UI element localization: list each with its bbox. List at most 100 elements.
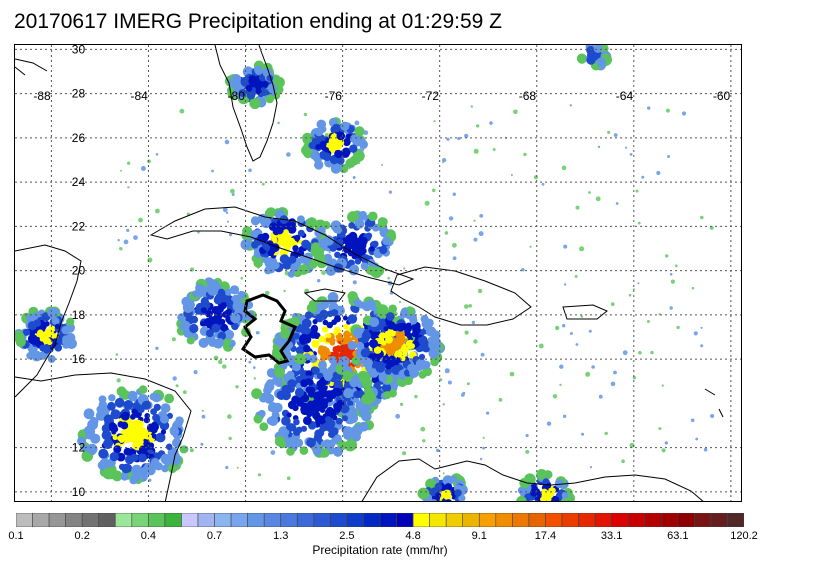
colorbar-tick-label: 120.2 (730, 530, 758, 542)
precip-cell (383, 391, 392, 400)
precip-cell (264, 209, 274, 218)
precip-cell (322, 221, 331, 230)
lon-label: -60 (713, 89, 731, 103)
precip-cell (563, 283, 567, 286)
precip-cell (189, 448, 194, 453)
precip-cell (448, 216, 454, 221)
precip-cell (278, 233, 286, 241)
precip-cell (517, 486, 526, 495)
precip-cell (428, 339, 439, 351)
precip-cell (306, 408, 314, 416)
precip-cell (320, 357, 326, 362)
precip-cell (224, 288, 232, 296)
precip-cell (224, 329, 235, 340)
precip-cell (318, 238, 329, 249)
precip-cell (369, 246, 375, 252)
precip-cell (446, 137, 450, 141)
precip-cell (343, 330, 352, 339)
precip-cell (545, 483, 552, 489)
precip-cell (326, 333, 332, 339)
precip-cell (343, 388, 354, 399)
precip-cell (351, 356, 360, 365)
precip-cell (119, 247, 123, 251)
precip-cell (347, 314, 358, 324)
colorbar-tick-label: 0.7 (206, 530, 223, 542)
colorbar-swatch (164, 513, 182, 527)
precip-cell (364, 386, 373, 396)
precip-cell (588, 191, 591, 194)
lon-label: -84 (130, 89, 148, 103)
precip-cell (414, 394, 418, 399)
precip-cell (179, 322, 188, 330)
precip-cell (26, 313, 34, 322)
precip-cell (430, 330, 441, 341)
precip-cell (400, 336, 406, 342)
precip-cell (205, 310, 213, 318)
precip-cell (530, 489, 538, 497)
precip-cell (661, 384, 664, 387)
precip-cell (365, 299, 376, 311)
precip-cell (647, 106, 651, 110)
precip-cell (171, 337, 176, 342)
precip-cell (264, 393, 275, 404)
precip-cell (114, 397, 125, 408)
precip-cell (471, 320, 476, 325)
precip-cell (354, 126, 365, 137)
precip-cell (480, 352, 485, 357)
precip-cell (420, 426, 426, 432)
colorbar-swatch (611, 513, 629, 527)
precip-cell (358, 371, 371, 384)
precip-cell (637, 221, 641, 225)
lat-label: 22 (72, 219, 86, 233)
precip-cell (400, 331, 405, 336)
precip-cell (354, 237, 361, 244)
precip-cell (113, 445, 122, 454)
precip-cell (294, 438, 304, 448)
lat-label: 26 (72, 131, 86, 145)
precip-cell (142, 438, 150, 446)
precip-cell (629, 442, 635, 448)
precip-cell (360, 262, 369, 270)
precip-cell (160, 414, 169, 424)
precip-cell (133, 235, 138, 241)
precip-cell (117, 434, 126, 443)
precip-cell (225, 211, 229, 215)
precip-cell (315, 144, 321, 150)
precip-cell (546, 421, 552, 426)
precip-cell (349, 144, 358, 153)
precip-cell (200, 321, 206, 327)
precip-cell (148, 478, 152, 482)
precip-cell (236, 466, 239, 469)
coastline-lesser-antilles (704, 388, 724, 418)
precip-cell (409, 316, 418, 325)
colorbar-swatch (346, 513, 364, 527)
precip-cell (165, 443, 173, 451)
precip-cell (280, 328, 291, 340)
precip-cell (498, 398, 503, 402)
precip-cell (189, 323, 199, 334)
precip-cell (369, 317, 380, 328)
precip-cell (253, 258, 263, 268)
precip-cell (554, 479, 564, 488)
precip-cell (286, 412, 292, 418)
precip-cell (362, 357, 373, 368)
precip-cell (382, 236, 391, 246)
precip-cell (264, 290, 270, 296)
precip-cell (345, 158, 356, 168)
precip-cell (241, 230, 251, 241)
precip-cell (681, 111, 687, 116)
precip-cell (629, 153, 633, 156)
coastline-cuba (149, 206, 415, 286)
precip-cell (123, 239, 129, 245)
precip-cell (703, 447, 708, 452)
precip-cell (321, 270, 326, 275)
precip-cell (610, 302, 615, 306)
precip-cell (98, 400, 108, 409)
precip-cell (283, 289, 286, 293)
precip-cell (130, 413, 136, 420)
precip-cell (468, 304, 473, 308)
precip-cell (400, 402, 404, 406)
precip-cell (300, 325, 311, 336)
colorbar-swatch (263, 513, 282, 527)
precip-cell (255, 88, 262, 95)
